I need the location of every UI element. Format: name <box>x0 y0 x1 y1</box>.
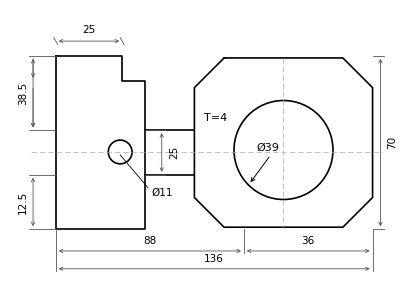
Text: 25: 25 <box>82 25 95 35</box>
Text: 12.5: 12.5 <box>18 190 28 214</box>
Text: 70: 70 <box>388 136 398 149</box>
Text: 25: 25 <box>170 146 180 159</box>
Text: Ø11: Ø11 <box>152 188 173 198</box>
Text: Ø39: Ø39 <box>257 143 280 153</box>
Text: 136: 136 <box>204 254 224 264</box>
Text: 38.5: 38.5 <box>18 82 28 105</box>
Text: 36: 36 <box>302 236 315 246</box>
Text: 88: 88 <box>143 236 156 246</box>
Text: T=4: T=4 <box>204 113 228 123</box>
